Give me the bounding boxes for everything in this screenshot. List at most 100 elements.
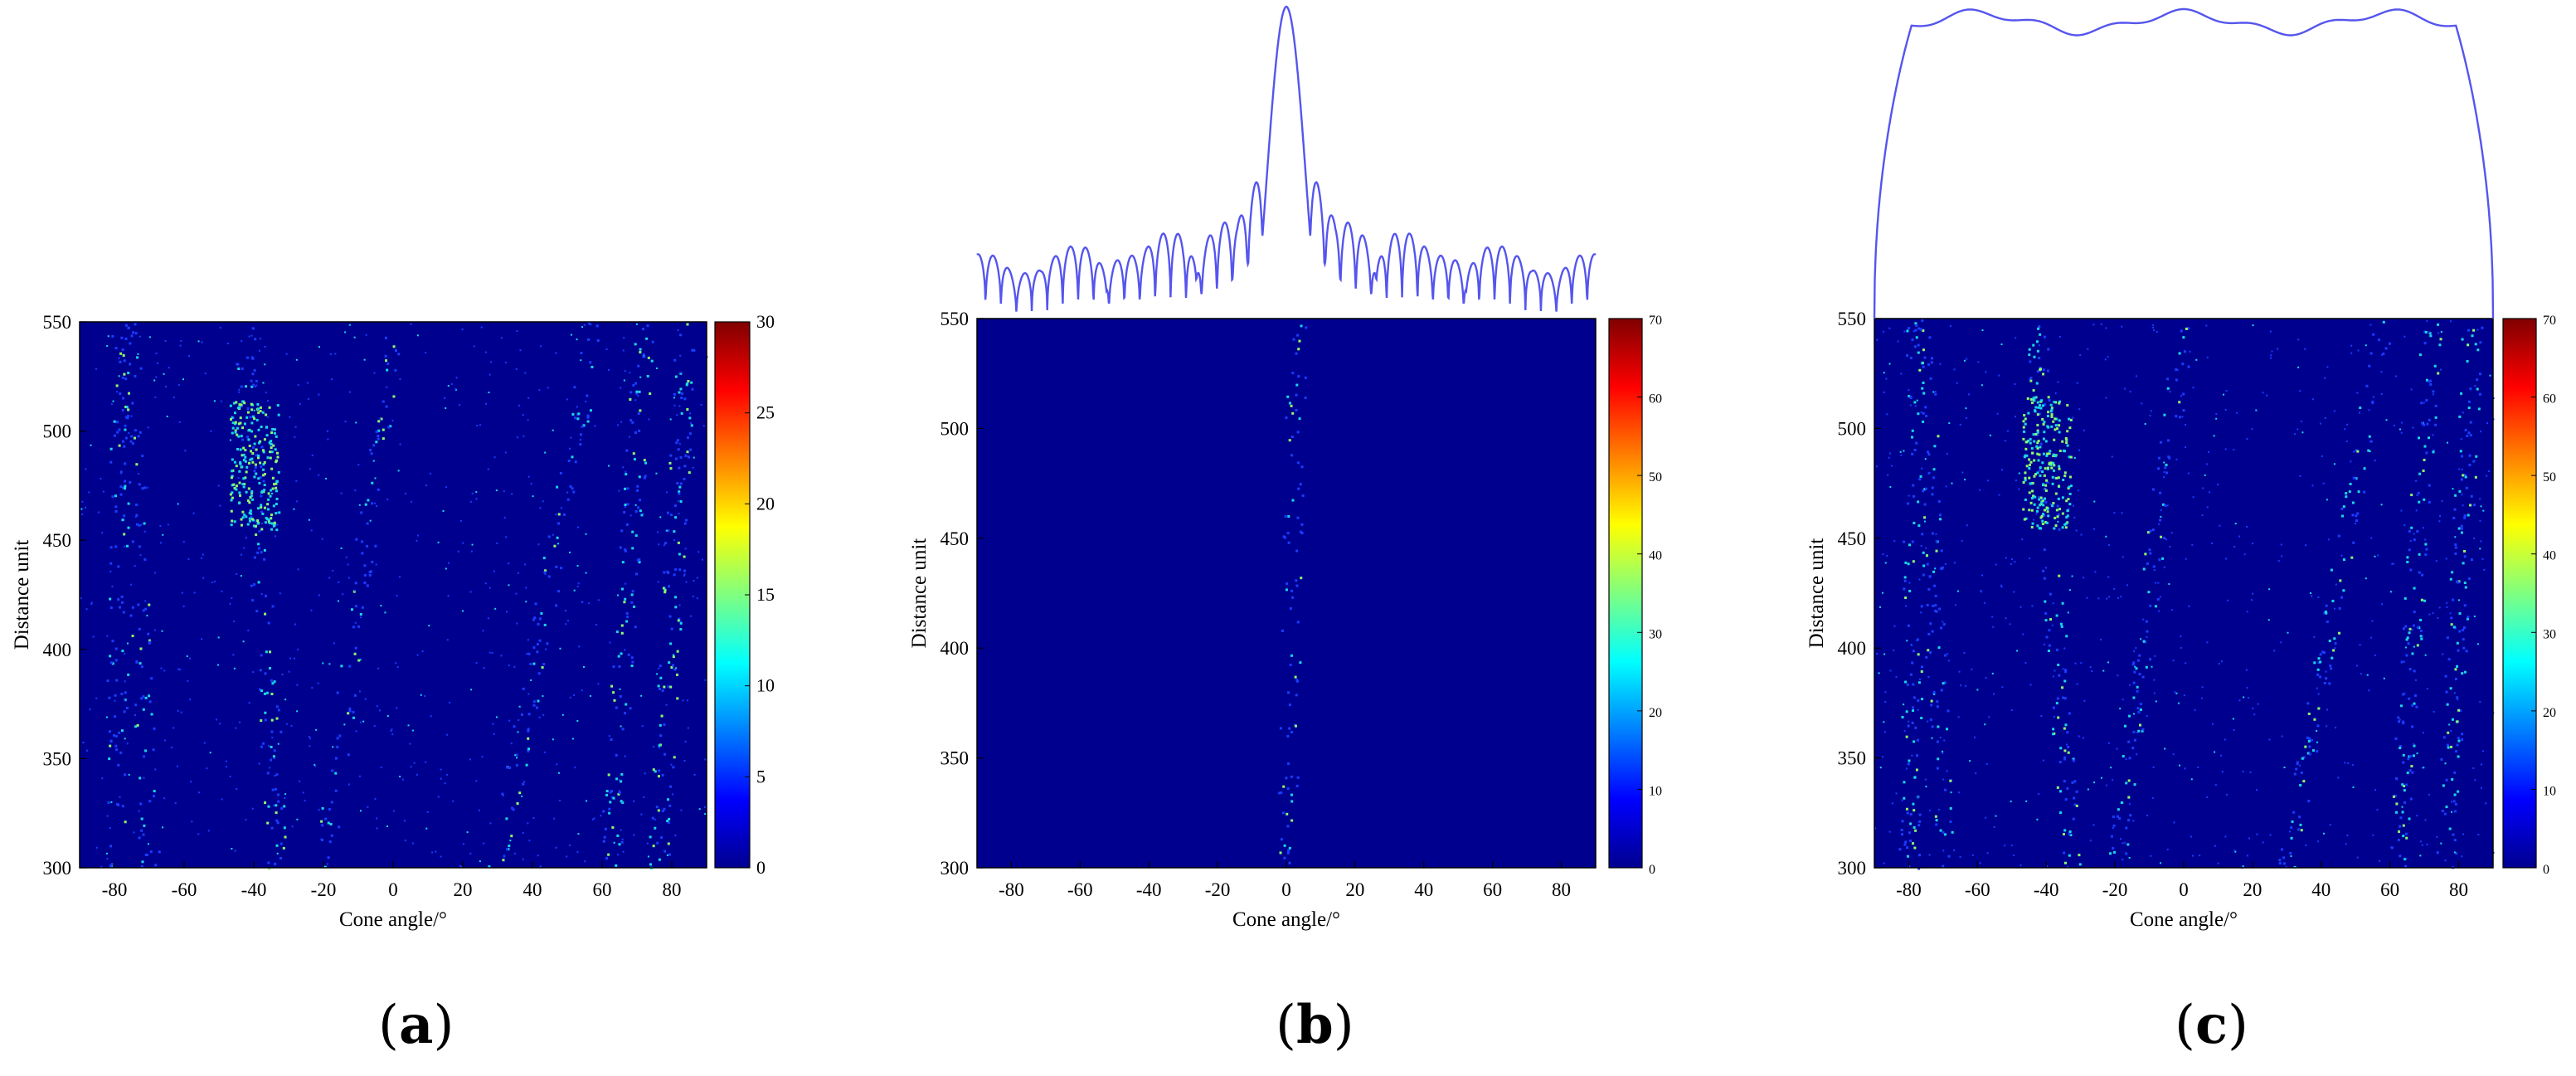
- scatter-point: [217, 636, 220, 639]
- scatter-point: [1884, 691, 1887, 694]
- scatter-point: [516, 436, 518, 439]
- scatter-point: [249, 509, 252, 513]
- scatter-point: [1876, 338, 1879, 341]
- scatter-point: [527, 693, 530, 695]
- scatter-point: [557, 543, 560, 545]
- scatter-point: [1288, 704, 1291, 707]
- scatter-point: [168, 367, 170, 369]
- scatter-point: [2357, 490, 2360, 494]
- scatter-point: [2440, 368, 2442, 371]
- scatter-point: [1876, 653, 1879, 655]
- scatter-point: [2409, 540, 2412, 543]
- scatter-point: [275, 773, 279, 777]
- scatter-point: [2022, 437, 2025, 441]
- scatter-point: [251, 372, 255, 376]
- scatter-point: [2324, 416, 2326, 419]
- scatter-point: [1942, 830, 1945, 834]
- scatter-point: [2062, 833, 2065, 836]
- scatter-point: [2128, 714, 2131, 718]
- scatter-point: [2136, 753, 2138, 756]
- scatter-point: [657, 809, 660, 812]
- scatter-point: [679, 499, 683, 503]
- scatter-point: [2144, 422, 2146, 425]
- scatter-point: [527, 397, 530, 399]
- scatter-point: [2058, 465, 2061, 468]
- scatter-point: [359, 810, 362, 812]
- scatter-point: [1881, 756, 1883, 758]
- scatter-point: [121, 376, 124, 379]
- scatter-point: [703, 806, 706, 808]
- scatter-point: [285, 723, 288, 725]
- scatter-point: [1908, 327, 1911, 330]
- scatter-point: [279, 730, 283, 733]
- scatter-point: [109, 739, 113, 742]
- scatter-point: [243, 482, 246, 485]
- scatter-point: [2125, 757, 2127, 760]
- scatter-point: [2458, 599, 2461, 601]
- scatter-point: [631, 660, 634, 664]
- scatter-point: [2356, 665, 2359, 667]
- scatter-point: [2149, 415, 2151, 417]
- scatter-point: [177, 709, 179, 712]
- scatter-point: [2042, 437, 2045, 441]
- scatter-point: [435, 850, 437, 853]
- scatter-point: [265, 434, 269, 437]
- scatter-point: [2056, 515, 2059, 519]
- scatter-point: [148, 639, 151, 642]
- scatter-point: [678, 617, 681, 621]
- scatter-point: [137, 473, 139, 475]
- scatter-point: [1914, 329, 1917, 332]
- scatter-point: [1993, 693, 1995, 695]
- scatter-point: [527, 749, 530, 752]
- scatter-point: [276, 821, 279, 825]
- scatter-point: [431, 851, 434, 854]
- scatter-point: [520, 713, 523, 716]
- scatter-point: [2065, 515, 2068, 519]
- scatter-point: [2009, 623, 2011, 626]
- scatter-point: [2304, 348, 2306, 350]
- scatter-point: [1966, 524, 1968, 527]
- scatter-point: [243, 422, 246, 426]
- scatter-point: [267, 492, 270, 495]
- scatter-point: [582, 424, 586, 427]
- scatter-point: [558, 772, 561, 774]
- scatter-point: [2097, 597, 2100, 600]
- scatter-point: [236, 426, 239, 430]
- scatter-point: [291, 825, 294, 828]
- scatter-point: [360, 616, 362, 619]
- scatter-point: [348, 577, 350, 579]
- scatter-point: [229, 776, 231, 778]
- scatter-point: [639, 351, 642, 354]
- scatter-point: [1906, 767, 1908, 770]
- scatter-point: [2066, 430, 2069, 433]
- scatter-point: [2460, 438, 2462, 441]
- scatter-point: [124, 820, 127, 824]
- scatter-point: [122, 397, 125, 400]
- scatter-point: [213, 581, 216, 583]
- scatter-point: [1958, 670, 1961, 673]
- scatter-point: [139, 647, 143, 650]
- scatter-point: [2298, 816, 2301, 819]
- scatter-point: [2479, 548, 2481, 550]
- scatter-point: [512, 808, 515, 811]
- scatter-point: [510, 835, 513, 838]
- scatter-point: [163, 669, 166, 672]
- scatter-point: [2025, 441, 2029, 444]
- scatter-point: [2420, 598, 2423, 601]
- scatter-point: [366, 522, 369, 525]
- scatter-point: [2277, 560, 2280, 562]
- scatter-point: [2423, 402, 2425, 404]
- scatter-point: [1287, 762, 1290, 765]
- scatter-point: [2448, 723, 2451, 726]
- scatter-point: [265, 691, 269, 694]
- scatter-point: [649, 835, 652, 839]
- scatter-point: [1945, 485, 1947, 488]
- scatter-point: [2035, 382, 2039, 385]
- scatter-point: [149, 850, 153, 854]
- scatter-point: [2441, 809, 2444, 812]
- scatter-point: [1304, 376, 1307, 379]
- scatter-point: [515, 368, 518, 370]
- scatter-points: [80, 322, 708, 870]
- scatter-point: [2438, 520, 2441, 523]
- scatter-point: [2310, 738, 2313, 742]
